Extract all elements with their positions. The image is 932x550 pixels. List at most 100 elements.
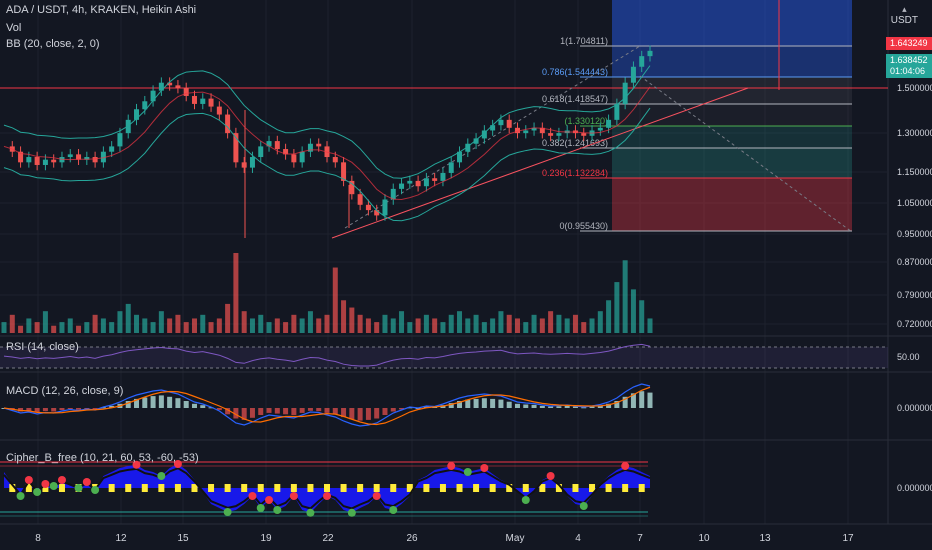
last-price-badge-red: 1.643249 (886, 37, 932, 50)
cipher-money-flow-bar (257, 484, 264, 492)
cipher-buy-dot (521, 496, 530, 504)
rsi-band (0, 347, 888, 368)
y-tick-label: 0.870000 (897, 257, 932, 267)
fib-zone (612, 148, 852, 178)
candle (134, 103, 140, 126)
candle-body (490, 125, 496, 131)
cipher-money-flow-bar (141, 484, 148, 492)
cipher-buy-dot (91, 486, 100, 494)
fib-level-label: 0.382(1.241693) (542, 138, 608, 148)
cipher-money-flow-bar (622, 484, 629, 492)
volume-bar (564, 318, 570, 333)
candle-body (299, 151, 305, 163)
candle (299, 146, 305, 168)
candle (440, 167, 446, 187)
macd-histogram-bar (332, 408, 338, 415)
volume-bar (465, 318, 471, 333)
x-tick-label: 26 (406, 533, 418, 544)
candle-body (498, 119, 504, 126)
macd-histogram-bar (531, 404, 537, 408)
macd-histogram-bar (448, 403, 454, 408)
volume-bar (117, 311, 123, 333)
candle-body (457, 151, 463, 163)
cipher-money-flow-bar (555, 484, 562, 492)
candle-body (34, 157, 40, 165)
candle (374, 204, 380, 221)
volume-bar (225, 303, 231, 333)
macd-histogram-bar (490, 398, 496, 408)
volume-bar (506, 314, 512, 333)
candle (639, 50, 645, 73)
fib-level-label: 0.618(1.418547) (542, 94, 608, 104)
macd-histogram-bar (581, 407, 587, 409)
rsi-line (3, 343, 651, 367)
volume-bar (374, 322, 380, 333)
candle-body (481, 130, 487, 139)
volume-bar (548, 311, 554, 333)
cipher-money-flow-bar (522, 484, 529, 492)
volume-bar (1, 322, 7, 333)
cipher-money-flow-bar (589, 484, 596, 492)
candle (191, 90, 197, 110)
macd-histogram-bar (539, 405, 545, 408)
countdown: 01:04:06 (890, 66, 926, 76)
green-price: 1.638452 (890, 55, 928, 65)
cipher-legend[interactable]: Cipher_B_free (10, 21, 60, 53, -60, -53) (6, 452, 199, 464)
chart-title[interactable]: ADA / USDT, 4h, KRAKEN, Heikin Ashi (6, 4, 197, 16)
volume-bar (191, 318, 197, 333)
macd-legend[interactable]: MACD (12, 26, close, 9) (6, 385, 124, 397)
volume-bar (266, 322, 272, 333)
macd-histogram-bar (92, 408, 98, 410)
volume-bar (67, 318, 73, 333)
volume-bar (490, 318, 496, 333)
candle (539, 122, 545, 139)
candle (457, 146, 463, 168)
cipher-money-flow-bar (423, 484, 430, 492)
candle-body (142, 101, 148, 110)
cipher-sell-dot (57, 476, 66, 484)
volume-bar (539, 318, 545, 333)
cipher-buy-dot (16, 492, 25, 500)
candle-body (134, 109, 140, 120)
cipher-money-flow-bar (605, 484, 612, 492)
candle-body (423, 178, 429, 187)
candle (100, 146, 106, 168)
macd-histogram-bar (630, 393, 636, 408)
candle-body (523, 130, 529, 134)
macd-histogram-bar (382, 408, 388, 415)
candle-body (622, 82, 628, 104)
volume-bar (597, 311, 603, 333)
candle-body (473, 138, 479, 144)
candle-body (51, 159, 57, 163)
candle-body (399, 183, 405, 189)
candle (109, 141, 115, 158)
bollinger-bands-legend[interactable]: BB (20, close, 2, 0) (6, 38, 100, 50)
volume-bar (349, 307, 355, 333)
support-trendline (331, 87, 749, 239)
y-tick-label: 0.720000 (897, 319, 932, 329)
cipher-money-flow-bar (489, 484, 496, 492)
candle (531, 122, 537, 136)
macd-histogram-bar (465, 399, 471, 408)
cipher-money-flow-bar (158, 484, 165, 492)
candle (490, 119, 496, 136)
rsi-legend[interactable]: RSI (14, close) (6, 341, 79, 353)
macd-histogram-bar (614, 401, 620, 408)
volume-bar (514, 318, 520, 333)
candle-body (258, 146, 264, 158)
cipher-money-flow-bar (638, 484, 645, 492)
macd-histogram-bar (26, 408, 32, 411)
currency-unit[interactable]: ▴ USDT (891, 4, 918, 26)
volume-bar (76, 325, 82, 333)
fib-zone (612, 104, 852, 126)
volume-bar (109, 322, 115, 333)
candle-body (465, 143, 471, 152)
cipher-sell-dot (41, 480, 50, 488)
volume-bar (606, 300, 612, 333)
cipher-money-flow-bar (340, 484, 347, 492)
y-tick-label: 1.300000 (897, 128, 932, 138)
volume-legend[interactable]: Vol (6, 22, 22, 34)
candle (51, 154, 57, 168)
candle-body (390, 188, 396, 200)
